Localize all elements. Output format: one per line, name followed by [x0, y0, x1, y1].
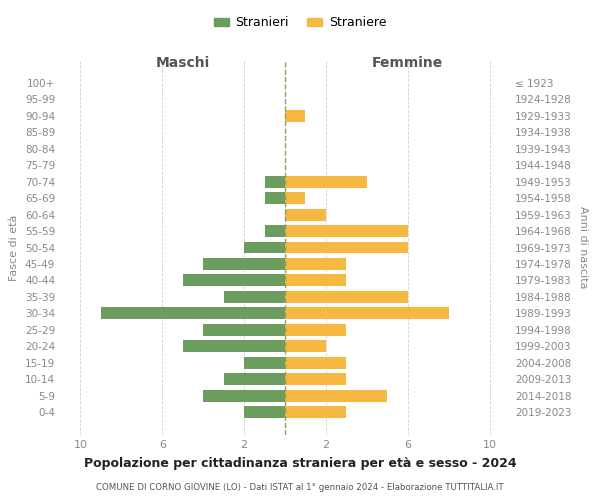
Bar — [285, 208, 326, 220]
Legend: Stranieri, Straniere: Stranieri, Straniere — [209, 11, 391, 34]
Bar — [101, 308, 285, 319]
Bar — [285, 373, 346, 385]
Bar — [224, 373, 285, 385]
Bar — [265, 225, 285, 237]
Bar — [285, 340, 326, 352]
Bar — [183, 274, 285, 286]
Y-axis label: Fasce di età: Fasce di età — [10, 214, 19, 280]
Bar — [285, 406, 346, 418]
Bar — [244, 242, 285, 254]
Bar — [203, 324, 285, 336]
Bar — [285, 356, 346, 368]
Bar — [203, 258, 285, 270]
Bar — [285, 110, 305, 122]
Bar — [285, 274, 346, 286]
Text: Maschi: Maschi — [155, 56, 210, 70]
Bar — [285, 258, 346, 270]
Bar — [285, 291, 408, 303]
Bar — [244, 406, 285, 418]
Bar — [224, 291, 285, 303]
Bar — [285, 390, 387, 402]
Bar — [265, 176, 285, 188]
Bar — [183, 340, 285, 352]
Text: Femmine: Femmine — [372, 56, 443, 70]
Text: COMUNE DI CORNO GIOVINE (LO) - Dati ISTAT al 1° gennaio 2024 - Elaborazione TUTT: COMUNE DI CORNO GIOVINE (LO) - Dati ISTA… — [96, 482, 504, 492]
Text: Popolazione per cittadinanza straniera per età e sesso - 2024: Popolazione per cittadinanza straniera p… — [83, 458, 517, 470]
Bar — [265, 192, 285, 204]
Bar — [285, 242, 408, 254]
Y-axis label: Anni di nascita: Anni di nascita — [578, 206, 588, 289]
Bar — [244, 356, 285, 368]
Bar — [285, 308, 449, 319]
Bar — [285, 225, 408, 237]
Bar — [285, 176, 367, 188]
Bar — [285, 192, 305, 204]
Bar — [203, 390, 285, 402]
Bar — [285, 324, 346, 336]
